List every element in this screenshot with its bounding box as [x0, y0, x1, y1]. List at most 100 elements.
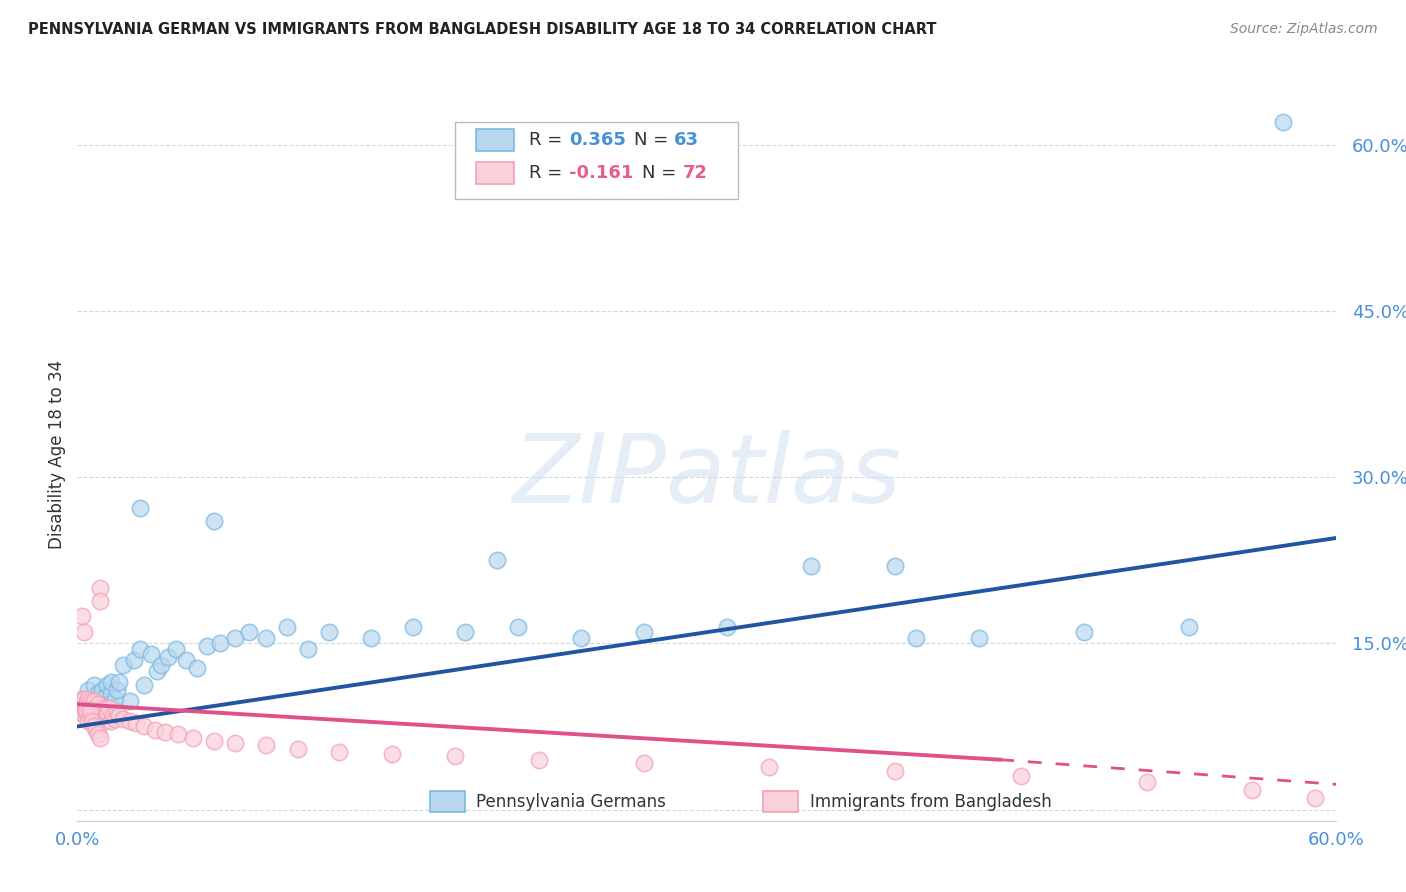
- Point: [100, 675, 122, 690]
- Point: [108, 675, 131, 690]
- Text: ZIPatlas: ZIPatlas: [512, 430, 901, 524]
- Point: [1240, 782, 1263, 797]
- Point: [72, 708, 94, 723]
- Point: [884, 764, 907, 778]
- Point: [83, 694, 105, 708]
- FancyBboxPatch shape: [477, 128, 515, 151]
- Point: [70, 698, 93, 712]
- Point: [156, 649, 179, 664]
- Point: [79, 708, 101, 723]
- Point: [79, 703, 101, 717]
- Point: [97, 705, 120, 719]
- Point: [75, 705, 97, 719]
- Point: [101, 708, 124, 723]
- Point: [454, 625, 477, 640]
- Text: 72: 72: [682, 164, 707, 182]
- Point: [72, 691, 94, 706]
- Point: [1272, 115, 1295, 129]
- Text: 0.365: 0.365: [569, 130, 626, 149]
- Point: [800, 558, 823, 573]
- Point: [80, 698, 103, 712]
- Text: N =: N =: [634, 130, 673, 149]
- Point: [80, 703, 103, 717]
- Point: [76, 705, 98, 719]
- Point: [208, 636, 231, 650]
- Point: [79, 708, 101, 723]
- Point: [328, 745, 350, 759]
- Y-axis label: Disability Age 18 to 34: Disability Age 18 to 34: [48, 360, 66, 549]
- Point: [238, 625, 260, 640]
- Point: [100, 714, 122, 728]
- Point: [105, 682, 128, 697]
- Point: [485, 553, 508, 567]
- Point: [134, 719, 156, 733]
- Point: [79, 698, 101, 712]
- Text: R =: R =: [529, 164, 568, 182]
- Point: [89, 594, 111, 608]
- Point: [75, 705, 97, 719]
- Point: [80, 698, 103, 712]
- Point: [633, 625, 655, 640]
- Point: [80, 708, 103, 723]
- Point: [129, 641, 152, 656]
- Point: [360, 631, 382, 645]
- Point: [254, 631, 277, 645]
- Point: [84, 723, 107, 737]
- Point: [186, 661, 208, 675]
- Point: [202, 515, 225, 529]
- Point: [100, 686, 122, 700]
- Point: [83, 678, 105, 692]
- Point: [72, 691, 94, 706]
- Point: [96, 705, 118, 719]
- Text: PENNSYLVANIA GERMAN VS IMMIGRANTS FROM BANGLADESH DISABILITY AGE 18 TO 34 CORREL: PENNSYLVANIA GERMAN VS IMMIGRANTS FROM B…: [28, 22, 936, 37]
- Point: [297, 641, 319, 656]
- Point: [89, 691, 111, 706]
- Point: [112, 712, 135, 726]
- Point: [76, 682, 98, 697]
- Point: [143, 723, 166, 737]
- Point: [89, 731, 111, 745]
- Point: [96, 678, 118, 692]
- Point: [84, 705, 107, 719]
- Point: [758, 760, 780, 774]
- FancyBboxPatch shape: [430, 791, 465, 812]
- Point: [1073, 625, 1095, 640]
- Point: [224, 631, 246, 645]
- Point: [83, 700, 105, 714]
- Point: [905, 631, 928, 645]
- Text: Immigrants from Bangladesh: Immigrants from Bangladesh: [810, 793, 1052, 811]
- Point: [105, 705, 128, 719]
- Point: [84, 703, 107, 717]
- Point: [97, 700, 120, 714]
- Point: [104, 691, 127, 706]
- Point: [70, 608, 93, 623]
- Point: [318, 625, 340, 640]
- Point: [76, 714, 98, 728]
- Point: [287, 741, 309, 756]
- Point: [1178, 620, 1201, 634]
- Point: [139, 648, 162, 662]
- Point: [181, 731, 204, 745]
- Point: [93, 703, 115, 717]
- Point: [89, 581, 111, 595]
- Text: Source: ZipAtlas.com: Source: ZipAtlas.com: [1230, 22, 1378, 37]
- Point: [146, 664, 169, 678]
- Point: [87, 698, 110, 712]
- Point: [444, 749, 467, 764]
- Point: [254, 739, 277, 753]
- Point: [67, 700, 90, 714]
- Point: [87, 700, 110, 714]
- Point: [224, 736, 246, 750]
- Point: [87, 700, 110, 714]
- Point: [195, 639, 218, 653]
- Point: [118, 714, 141, 728]
- Point: [569, 631, 592, 645]
- Point: [165, 641, 187, 656]
- Point: [381, 747, 404, 761]
- Point: [167, 727, 190, 741]
- Point: [87, 686, 110, 700]
- Point: [125, 716, 148, 731]
- FancyBboxPatch shape: [456, 122, 738, 199]
- Text: R =: R =: [529, 130, 568, 149]
- Point: [91, 682, 114, 697]
